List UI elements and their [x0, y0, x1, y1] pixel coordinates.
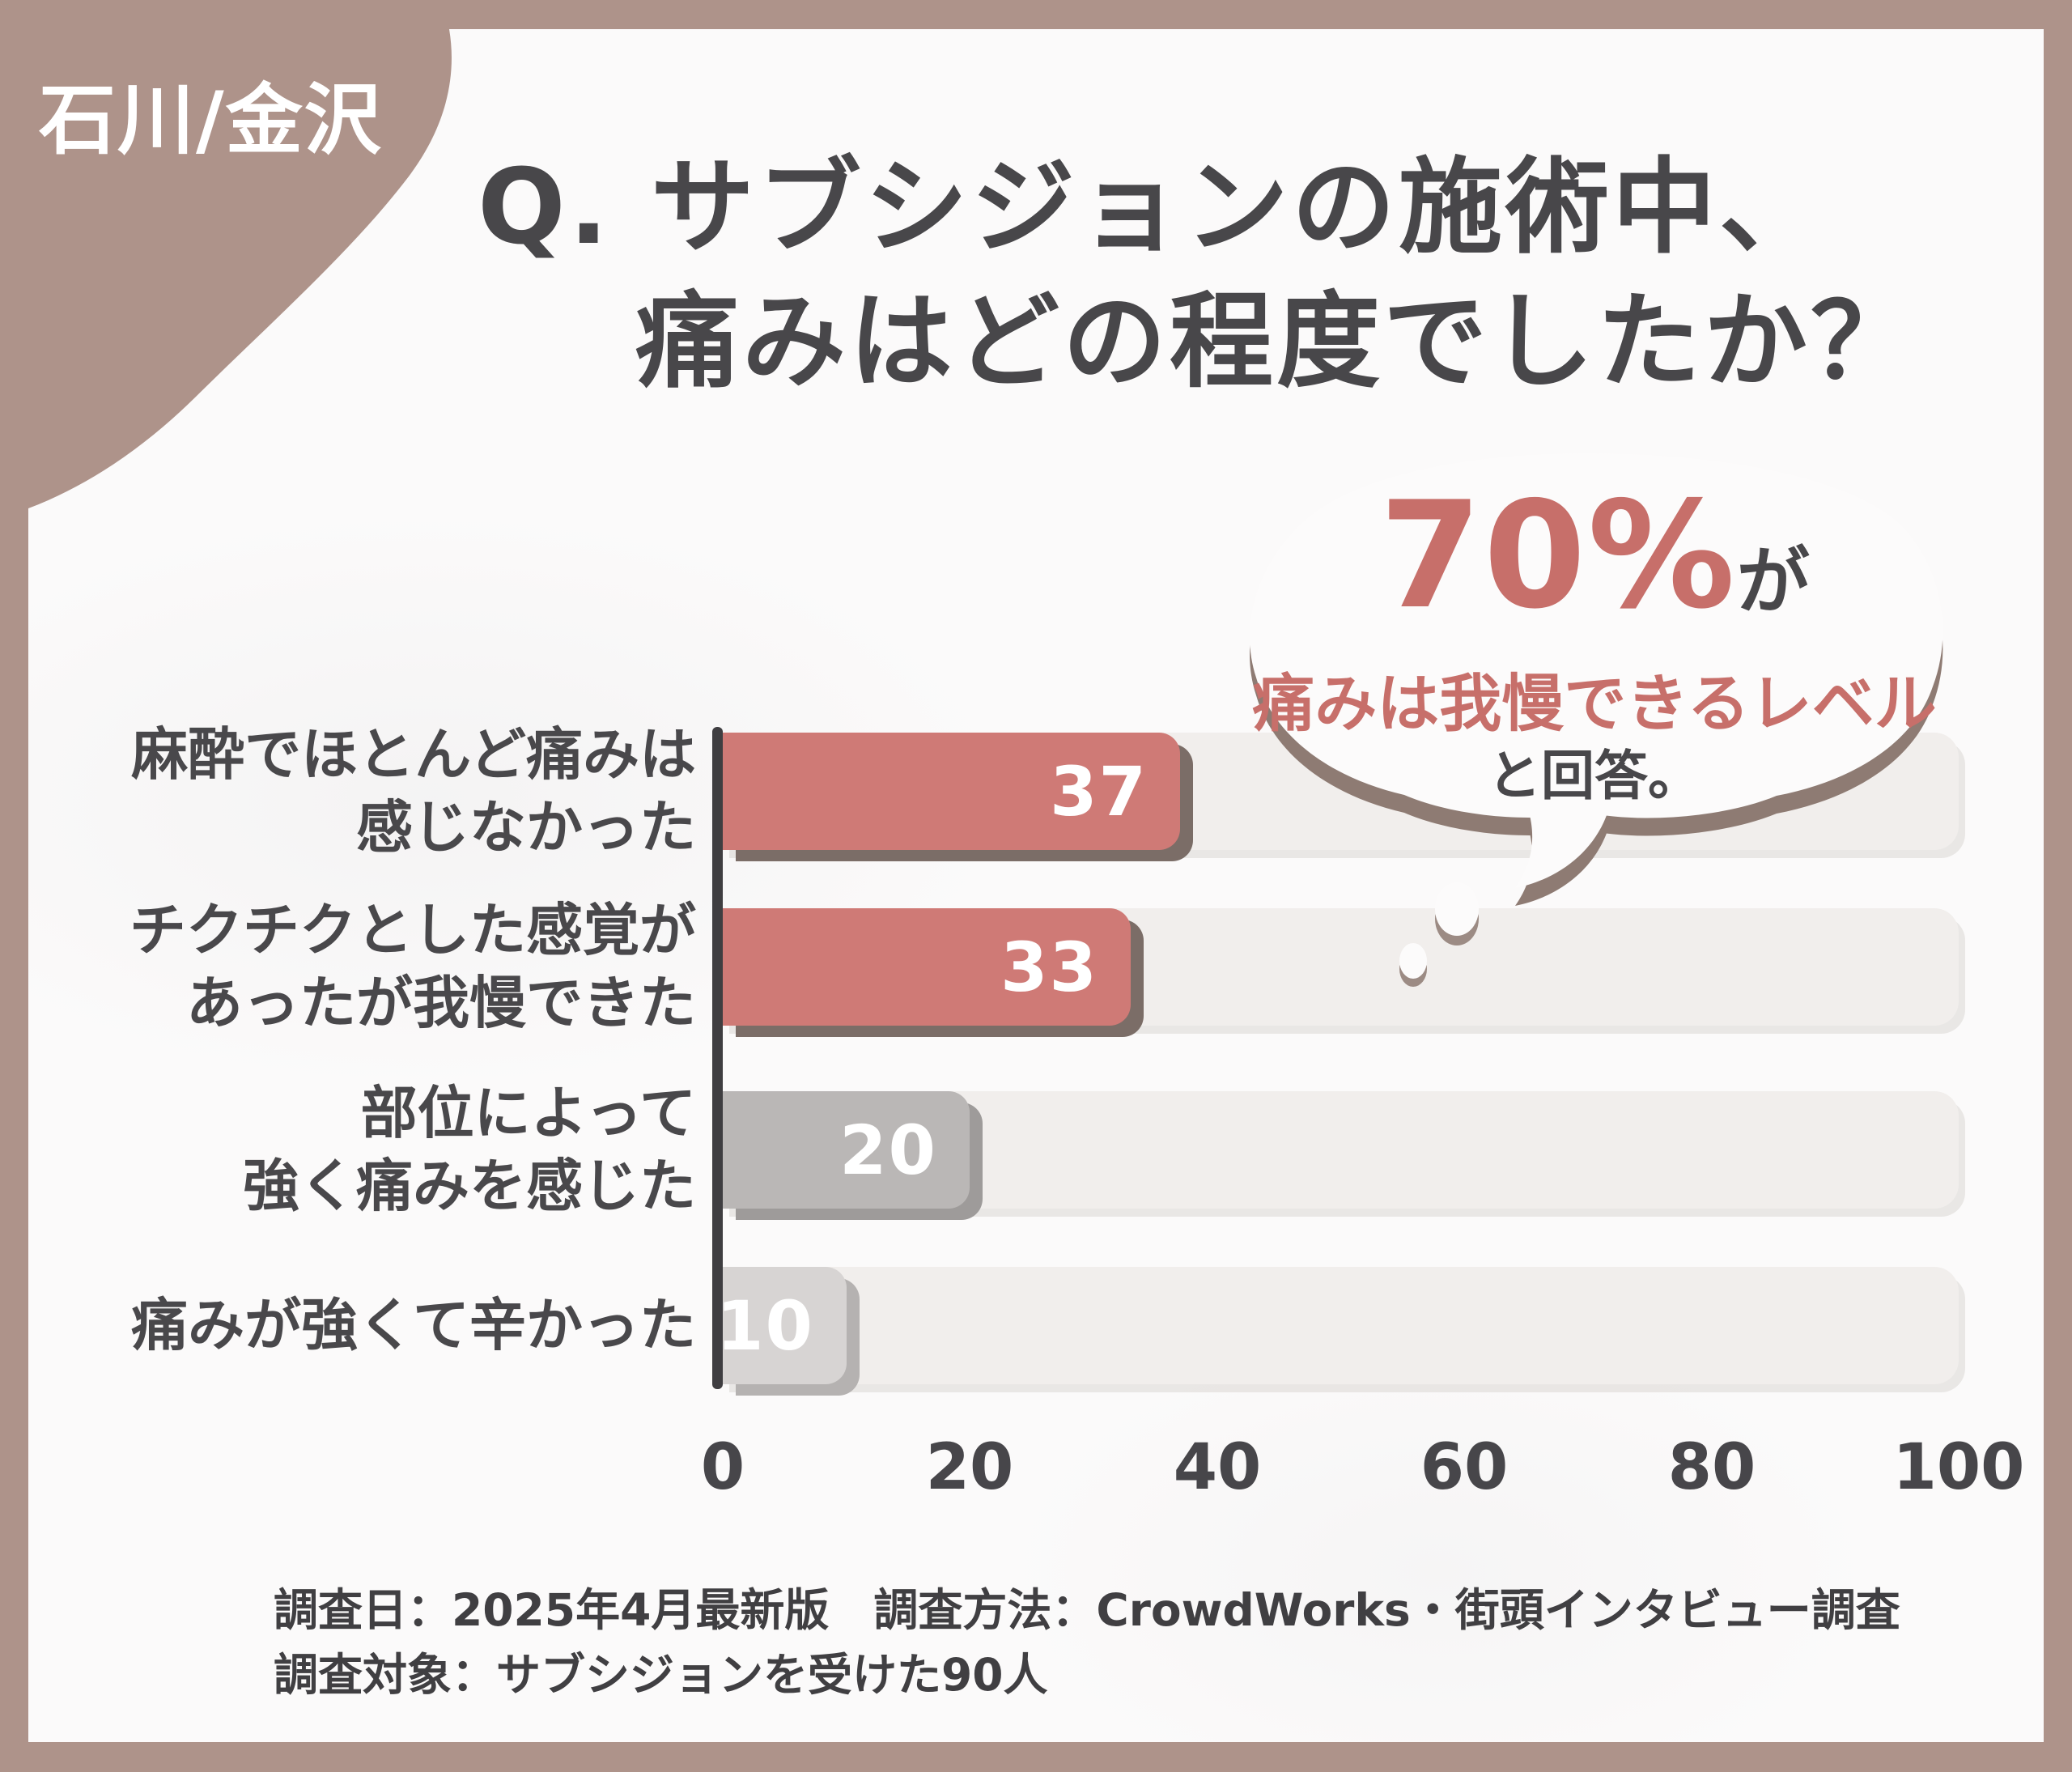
bar: 20 — [723, 1091, 970, 1209]
bar-value-label: 10 — [716, 1285, 814, 1366]
bar: 37 — [723, 733, 1180, 850]
bar: 10 — [716, 1267, 847, 1384]
survey-note-line1: 調査日：2025年4月最新版 調査方法：CrowdWorks・街頭インタビュー調… — [274, 1584, 1900, 1636]
survey-note-line2: 調査対象：サブシジョンを受けた90人 — [274, 1648, 1048, 1701]
region-badge-blob — [28, 29, 452, 508]
bubble-highlight-text: 痛みは我慢できるレベル — [1252, 669, 1937, 741]
x-tick-label: 80 — [1667, 1431, 1756, 1504]
x-tick-label: 100 — [1892, 1431, 2025, 1504]
y-axis-line — [712, 727, 723, 1389]
bubble-percent-line: 70%が — [1214, 470, 1975, 641]
page-title-line2: 痛みはどの程度でしたか？ — [635, 282, 1918, 402]
bar: 33 — [723, 908, 1131, 1026]
category-label: 部位によって 強く痛みを感じた — [243, 1079, 696, 1219]
x-tick-label: 20 — [925, 1431, 1014, 1504]
bubble-closing-text: と回答。 — [1488, 745, 1701, 807]
x-tick-label: 60 — [1420, 1431, 1509, 1504]
bubble-percent-suffix: が — [1736, 539, 1810, 624]
x-tick-label: 0 — [700, 1431, 745, 1504]
survey-notes: 調査日：2025年4月最新版 調査方法：CrowdWorks・街頭インタビュー調… — [274, 1579, 1900, 1708]
card-background — [28, 29, 2044, 1742]
region-badge-label: 石川/金沢 — [39, 76, 383, 165]
category-label: 麻酔でほとんど痛みは 感じなかった — [131, 720, 696, 861]
page-title-line1: Q. サブシジョンの施術中、 — [478, 147, 1827, 268]
bubble-percent-value: 70% — [1379, 470, 1737, 641]
x-tick-label: 40 — [1173, 1431, 1262, 1504]
category-label: 痛みが強くて辛かった — [131, 1291, 696, 1358]
bar-value-label: 37 — [1050, 751, 1148, 831]
bar-value-label: 20 — [839, 1110, 937, 1190]
category-label: チクチクとした感覚が あったが我慢できた — [130, 896, 696, 1036]
bar-track — [723, 1267, 1959, 1384]
bar-value-label: 33 — [1000, 927, 1098, 1007]
